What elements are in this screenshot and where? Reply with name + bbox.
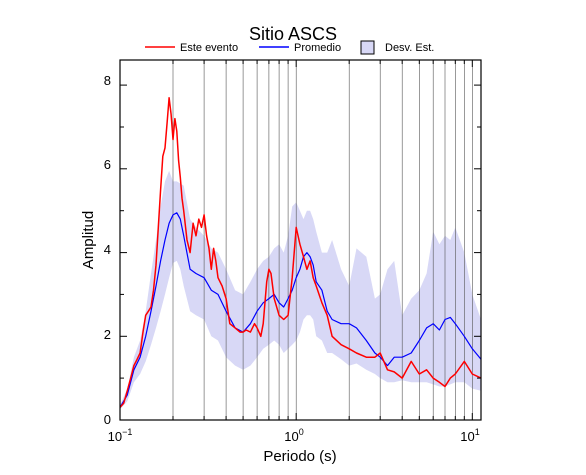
y-tick-label: 2: [104, 327, 111, 342]
std-dev-band: [120, 170, 481, 410]
series-line-promedio: [119, 212, 482, 408]
y-tick-label: 0: [104, 412, 111, 427]
legend-swatch-desv-est: [360, 40, 375, 55]
legend-label-promedio: Promedio: [294, 42, 341, 54]
y-tick-label: 4: [104, 242, 111, 257]
x-tick-label: 101: [460, 427, 479, 444]
legend: Este evento Promedio Desv. Est.: [145, 40, 434, 55]
chart-title: Sitio ASCS: [249, 24, 337, 44]
x-axis-label: Periodo (s): [263, 448, 336, 465]
y-tick-label: 8: [104, 73, 111, 88]
x-tick-label: 10−1: [108, 427, 133, 444]
y-tick-label: 6: [104, 157, 111, 172]
legend-label-este-evento: Este evento: [180, 42, 238, 54]
plot-frame: [119, 59, 482, 421]
legend-label-desv-est: Desv. Est.: [385, 42, 434, 54]
series-line-este-evento: [119, 96, 482, 408]
x-tick-label: 100: [284, 427, 303, 444]
y-axis-label: Amplitud: [80, 211, 97, 269]
